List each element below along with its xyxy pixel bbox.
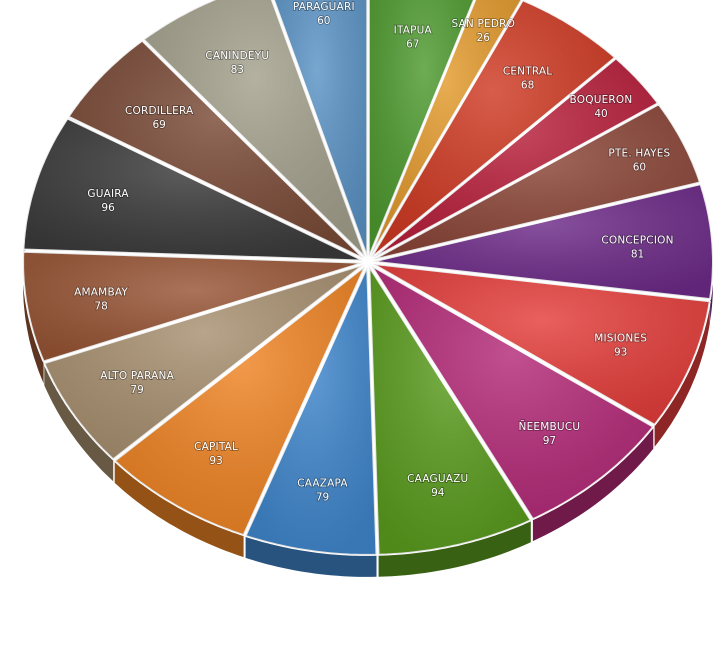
slice-side-9: [245, 535, 377, 577]
slice-label-2: CENTRAL: [503, 66, 553, 78]
slice-label-15: CANINDEYU: [205, 50, 269, 62]
slice-gloss-14: [68, 40, 365, 259]
slice-value-3: 40: [594, 108, 607, 120]
slice-gloss-16: [273, 0, 368, 258]
slice-tops: [22, 0, 714, 556]
slice-value-15: 83: [231, 64, 244, 76]
slice-labels: ITAPUA 67 SAN PEDRO 26 CENTRAL 68 BOQUERON 40 PT…: [73, 0, 674, 504]
slice-value-9: 79: [316, 491, 329, 503]
slice-gloss-2: [371, 0, 616, 258]
slice-gloss-12: [23, 251, 364, 362]
slice-side-7: [532, 426, 654, 542]
slice-label-12: AMAMBAY: [74, 287, 128, 299]
slice-label-8: CAAGUAZU: [407, 473, 468, 485]
slice-value-5: 81: [631, 249, 644, 261]
slice-gloss-6: [372, 263, 710, 425]
slice-side-6: [654, 301, 710, 447]
slice-label-0: ITAPUA: [394, 25, 433, 37]
slice-value-16: 60: [317, 15, 330, 27]
slice-gloss-5: [373, 184, 713, 300]
slice-gloss-4: [372, 104, 700, 260]
slice-gloss-15: [143, 0, 366, 258]
slice-gloss-10: [114, 266, 366, 536]
slice-label-9: CAAZAPA: [297, 477, 348, 489]
slice-value-10: 93: [209, 455, 222, 467]
slice-label-11: ALTO PARANA: [100, 370, 174, 382]
slice-value-11: 79: [130, 384, 143, 396]
slice-label-1: SAN PEDRO: [451, 18, 515, 30]
slice-label-4: PTE. HAYES: [608, 148, 670, 160]
slice-value-8: 94: [431, 487, 445, 499]
slice-gloss-0: [368, 0, 474, 258]
slice-label-7: ÑEEMBUCU: [519, 420, 581, 433]
slice-side-10: [114, 460, 244, 558]
slice-label-5: CONCEPCION: [601, 235, 673, 247]
slice-label-13: GUAIRA: [87, 188, 129, 200]
slice-value-13: 96: [101, 202, 115, 214]
slice-gloss-8: [369, 266, 531, 555]
slice-gloss-3: [371, 58, 658, 259]
slice-label-10: CAPITAL: [194, 441, 238, 453]
slice-value-7: 97: [543, 435, 556, 447]
slice-gloss-9: [245, 266, 377, 555]
slice-label-6: MISIONES: [594, 332, 647, 344]
slice-value-14: 69: [153, 119, 166, 131]
slice-value-2: 68: [521, 80, 534, 92]
slice-gloss-1: [369, 0, 522, 258]
slice-value-6: 93: [614, 346, 627, 358]
slice-value-4: 60: [633, 162, 646, 174]
slice-side-8: [378, 520, 531, 577]
slice-gloss-11: [44, 264, 364, 460]
slice-gloss-7: [371, 265, 654, 520]
slice-gloss-13: [23, 118, 364, 261]
slice-label-14: CORDILLERA: [125, 105, 194, 117]
slice-label-3: BOQUERON: [570, 94, 633, 106]
slice-label-16: PARAGUARI: [293, 1, 355, 13]
slice-value-1: 26: [477, 32, 491, 44]
slice-value-0: 67: [406, 39, 419, 51]
slice-value-12: 78: [94, 301, 107, 313]
